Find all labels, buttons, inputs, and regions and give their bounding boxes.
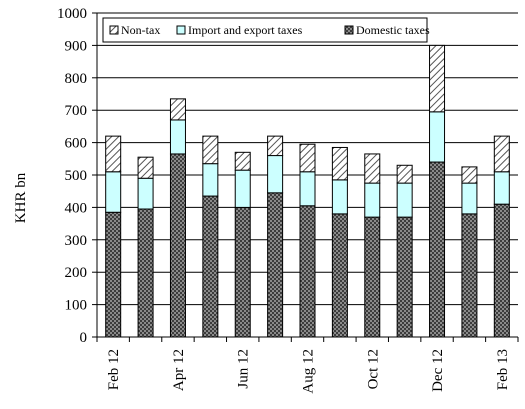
y-tick-labels: 0 100 200 300 400 500 600 700 800 900 1000	[57, 6, 87, 346]
bar-segment	[429, 111, 446, 163]
bar-segment	[396, 182, 413, 218]
bar-segment	[299, 143, 316, 173]
bar-segment	[202, 135, 219, 165]
legend: Non-tax Import and export taxes Domestic t…	[102, 17, 430, 43]
y-tick-label: 1000	[57, 6, 87, 22]
bar-segment	[364, 216, 381, 338]
x-tick-label: Apr 12	[171, 349, 187, 391]
bar-segment	[461, 213, 478, 338]
x-tick-label: Feb 13	[495, 349, 511, 390]
y-tick-label: 400	[65, 200, 88, 216]
bar-segment	[396, 216, 413, 338]
bar-segment	[461, 182, 478, 215]
x-tick-label: Feb 12	[106, 349, 122, 390]
x-tick-label: Dec 12	[430, 349, 446, 392]
y-tick-label: 300	[65, 233, 88, 249]
bar-segment	[267, 155, 284, 194]
bar-segment	[493, 203, 510, 338]
bar-segment	[429, 44, 446, 113]
bar-segment	[331, 179, 348, 215]
bar-segment	[267, 135, 284, 157]
bar-segment	[169, 119, 186, 155]
legend-label: Domestic taxes	[356, 23, 430, 37]
x-tick-label: Jun 12	[236, 349, 252, 389]
bar-segment	[234, 169, 251, 208]
bar-segment	[105, 211, 122, 338]
x-tick-label: Aug 12	[301, 349, 317, 394]
bar-segment	[429, 161, 446, 338]
y-tick-label: 600	[65, 136, 88, 152]
y-tick-label: 700	[65, 103, 88, 119]
y-tick-label: 900	[65, 38, 88, 54]
axes	[92, 12, 519, 342]
bar-segment	[169, 153, 186, 338]
legend-label: Non-tax	[121, 23, 160, 37]
x-tick-labels: Feb 12 Apr 12 Jun 12 Aug 12 Oct 12 Dec 12 Feb …	[106, 349, 511, 394]
y-axis-label: KHR bn	[13, 172, 29, 223]
bars	[105, 44, 510, 338]
bar-segment	[105, 135, 122, 173]
legend-swatch	[109, 25, 119, 35]
y-tick-label: 100	[65, 298, 88, 314]
bar-segment	[267, 192, 284, 338]
y-tick-label: 800	[65, 71, 88, 87]
x-tick-label: Oct 12	[365, 349, 381, 389]
bar-segment	[234, 151, 251, 171]
bar-segment	[364, 182, 381, 218]
bar-segment	[396, 164, 413, 184]
bar-segment	[461, 166, 478, 184]
legend-label: Import and export taxes	[188, 23, 303, 37]
bar-segment	[331, 146, 348, 181]
bar-segment	[137, 156, 154, 179]
bar-segment	[493, 171, 510, 205]
bar-segment	[137, 208, 154, 338]
legend-swatch	[176, 25, 186, 35]
bar-segment	[299, 205, 316, 338]
bar-segment	[234, 206, 251, 338]
bar-segment	[331, 213, 348, 338]
bar-segment	[202, 163, 219, 197]
y-tick-label: 500	[65, 168, 88, 184]
bar-segment	[169, 98, 186, 121]
bar-segment	[105, 171, 122, 213]
bar-segment	[137, 177, 154, 210]
bar-segment	[493, 135, 510, 173]
bar-segment	[202, 195, 219, 338]
y-tick-label: 200	[65, 265, 88, 281]
legend-swatch	[344, 25, 354, 35]
bar-segment	[364, 153, 381, 184]
legend-box	[102, 17, 428, 43]
y-tick-label: 0	[80, 330, 88, 346]
bar-segment	[299, 171, 316, 207]
